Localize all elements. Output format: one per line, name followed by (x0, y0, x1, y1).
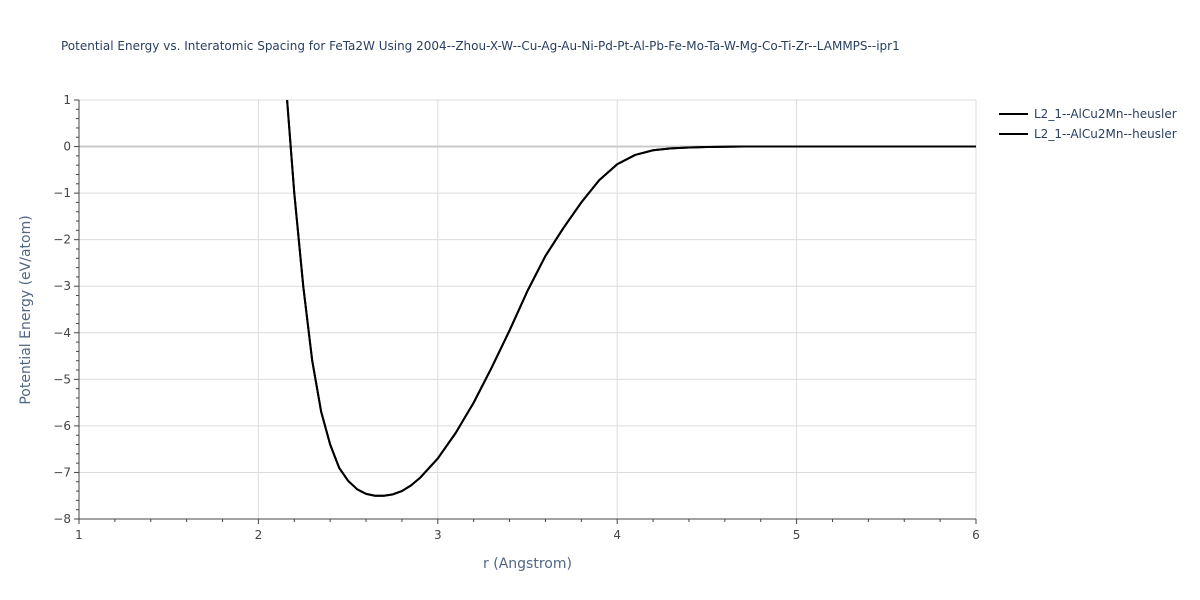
series-line-2[interactable] (286, 100, 976, 497)
axes (74, 99, 977, 524)
y-tick-label: −6 (53, 419, 71, 433)
x-tick-label: 4 (613, 528, 621, 542)
tick-labels: 1 2 3 4 5 6 1 0 −1 −2 −3 −4 −5 −6 −7 −8 (53, 93, 980, 542)
y-tick-label: −1 (53, 186, 71, 200)
x-tick-label: 1 (75, 528, 83, 542)
x-tick-label: 5 (793, 528, 801, 542)
legend-label: L2_1--AlCu2Mn--heusler (1034, 127, 1177, 141)
y-axis-title: Potential Energy (eV/atom) (18, 215, 34, 404)
legend[interactable]: L2_1--AlCu2Mn--heusler L2_1--AlCu2Mn--heu… (999, 107, 1177, 141)
y-tick-label: −5 (53, 372, 71, 386)
plot-area[interactable] (286, 100, 976, 497)
series-line-1[interactable] (286, 100, 976, 497)
y-tick-label: 1 (63, 93, 71, 107)
x-tick-label: 3 (434, 528, 442, 542)
y-tick-label: −4 (53, 326, 71, 340)
x-tick-label: 6 (972, 528, 980, 542)
chart-title: Potential Energy vs. Interatomic Spacing… (61, 39, 900, 53)
y-tick-label: 0 (63, 140, 71, 154)
y-tick-label: −8 (53, 512, 71, 526)
legend-item-2[interactable]: L2_1--AlCu2Mn--heusler (999, 127, 1177, 141)
grid-lines (79, 99, 977, 519)
x-tick-label: 2 (255, 528, 263, 542)
y-tick-label: −2 (53, 233, 71, 247)
x-axis-title: r (Angstrom) (483, 556, 572, 572)
y-tick-label: −7 (53, 465, 71, 479)
legend-item-1[interactable]: L2_1--AlCu2Mn--heusler (999, 107, 1177, 121)
legend-label: L2_1--AlCu2Mn--heusler (1034, 107, 1177, 121)
y-tick-label: −3 (53, 279, 71, 293)
